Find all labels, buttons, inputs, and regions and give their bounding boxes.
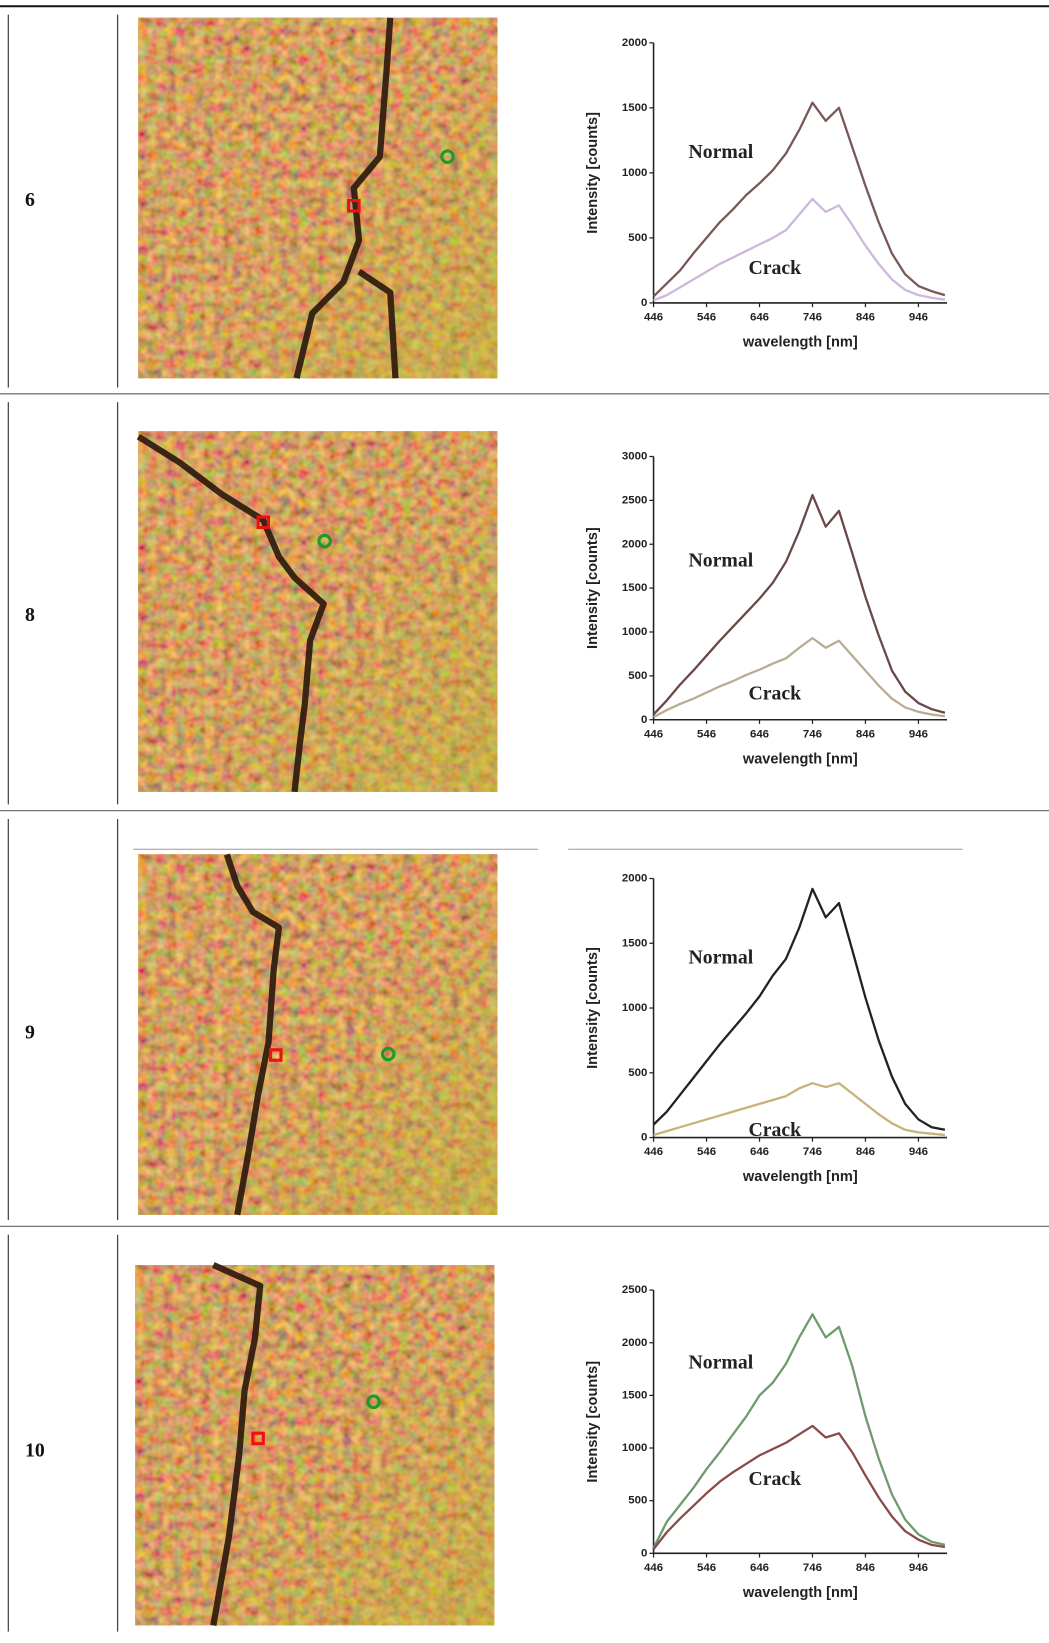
y-tick-label: 1500 xyxy=(622,1389,647,1401)
normal-marker xyxy=(366,1394,381,1410)
series-line xyxy=(652,1313,946,1549)
crack-marker xyxy=(269,1048,283,1062)
row-label: 6 xyxy=(25,189,35,211)
series-label: Crack xyxy=(748,1119,801,1141)
y-tick-label: 0 xyxy=(641,297,647,309)
series-line xyxy=(653,1082,946,1137)
y-tick-label: 1500 xyxy=(622,102,647,114)
micrograph-tint xyxy=(135,1265,495,1626)
y-tick-label: 1500 xyxy=(622,937,647,949)
normal-marker xyxy=(317,533,332,549)
y-tick-label: 3000 xyxy=(622,451,647,463)
y-tick-label: 500 xyxy=(628,670,647,682)
y-tick-label: 500 xyxy=(628,1067,647,1079)
row-label: 9 xyxy=(25,1022,35,1044)
x-tick-label: 846 xyxy=(856,728,875,740)
y-axis-label: Intensity [counts] xyxy=(585,112,601,234)
x-tick-label: 646 xyxy=(750,312,769,324)
x-tick-label: 946 xyxy=(909,1562,928,1574)
x-tick-label: 446 xyxy=(644,1562,663,1574)
x-tick-label: 446 xyxy=(644,728,663,740)
crack-marker xyxy=(347,198,361,213)
series-label: Normal xyxy=(689,946,754,968)
y-tick-label: 2000 xyxy=(622,873,647,885)
crack xyxy=(293,17,394,379)
row-label: 8 xyxy=(25,604,35,626)
x-tick-label: 946 xyxy=(909,728,928,740)
normal-marker xyxy=(440,149,455,165)
micrograph xyxy=(136,431,498,793)
crack-marker xyxy=(251,1431,265,1446)
y-tick-label: 2000 xyxy=(622,538,647,550)
y-tick-label: 1000 xyxy=(622,1002,647,1014)
x-tick-label: 746 xyxy=(803,1562,822,1574)
row-label: 10 xyxy=(25,1440,45,1462)
y-axis-label: Intensity [counts] xyxy=(585,527,601,649)
x-tick-label: 946 xyxy=(909,1146,928,1158)
y-tick-label: 500 xyxy=(628,232,647,244)
x-tick-label: 846 xyxy=(856,1562,875,1574)
y-tick-label: 0 xyxy=(641,714,647,726)
x-tick-label: 646 xyxy=(750,1562,769,1574)
crack xyxy=(136,433,327,793)
y-axis-label: Intensity [counts] xyxy=(585,1361,601,1483)
series-line xyxy=(652,887,946,1131)
series-label: Crack xyxy=(748,1468,801,1490)
x-axis-label: wavelength [nm] xyxy=(742,1585,858,1601)
crack-marker xyxy=(256,515,271,530)
x-tick-label: 946 xyxy=(909,312,928,324)
y-axis-label: Intensity [counts] xyxy=(585,947,601,1069)
series-label: Normal xyxy=(689,549,754,571)
series-line xyxy=(652,1424,946,1550)
series-line xyxy=(652,101,946,298)
x-tick-label: 746 xyxy=(803,1146,822,1158)
series-line xyxy=(652,493,946,716)
x-axis-label: wavelength [nm] xyxy=(742,1169,858,1185)
series-line xyxy=(653,197,946,302)
x-axis-label: wavelength [nm] xyxy=(742,334,858,350)
x-tick-label: 546 xyxy=(697,1562,716,1574)
x-axis-label: wavelength [nm] xyxy=(742,751,858,767)
x-tick-label: 846 xyxy=(856,1146,875,1158)
crack xyxy=(357,268,399,379)
micrograph xyxy=(135,1262,495,1626)
series-label: Crack xyxy=(748,257,801,279)
y-tick-label: 500 xyxy=(628,1495,647,1507)
x-tick-label: 446 xyxy=(644,1146,663,1158)
x-tick-label: 846 xyxy=(856,312,875,324)
series-label: Normal xyxy=(689,141,754,163)
x-tick-label: 446 xyxy=(644,312,663,324)
x-tick-label: 646 xyxy=(750,1146,769,1158)
x-tick-label: 746 xyxy=(803,728,822,740)
y-tick-label: 2500 xyxy=(622,494,647,506)
crack xyxy=(223,853,283,1216)
x-tick-label: 546 xyxy=(697,728,716,740)
crack xyxy=(210,1262,264,1626)
series-label: Crack xyxy=(748,682,801,704)
micrograph xyxy=(138,17,498,379)
x-tick-label: 646 xyxy=(750,728,769,740)
series-line xyxy=(653,636,946,719)
micrograph-tint xyxy=(138,17,498,379)
x-tick-label: 746 xyxy=(803,312,822,324)
series-label: Normal xyxy=(689,1351,754,1373)
y-tick-label: 2000 xyxy=(622,1337,647,1349)
y-tick-label: 2500 xyxy=(622,1284,647,1296)
y-tick-label: 1000 xyxy=(622,1442,647,1454)
y-tick-label: 0 xyxy=(641,1132,647,1144)
normal-marker xyxy=(380,1046,396,1062)
y-tick-label: 2000 xyxy=(622,37,647,49)
micrograph xyxy=(138,853,498,1216)
y-tick-label: 1500 xyxy=(622,582,647,594)
y-tick-label: 0 xyxy=(641,1547,647,1559)
y-tick-label: 1000 xyxy=(622,167,647,179)
x-tick-label: 546 xyxy=(697,312,716,324)
x-tick-label: 546 xyxy=(697,1146,716,1158)
y-tick-label: 1000 xyxy=(622,626,647,638)
micrograph-tint xyxy=(138,854,498,1215)
